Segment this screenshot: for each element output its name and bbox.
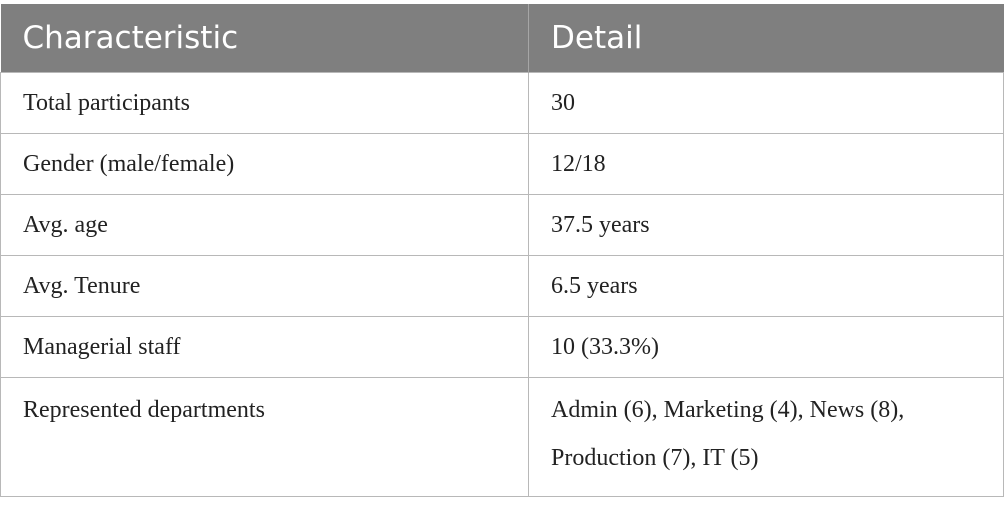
header-detail: Detail [528, 4, 1004, 73]
cell-detail: Admin (6), Marketing (4), News (8), Prod… [528, 377, 1004, 497]
cell-characteristic: Total participants [0, 72, 529, 134]
table-row: Gender (male/female) 12/18 [0, 133, 1004, 195]
cell-characteristic: Avg. Tenure [0, 255, 529, 317]
cell-characteristic: Represented departments [0, 377, 529, 497]
cell-characteristic: Avg. age [0, 194, 529, 256]
header-row: Characteristic Detail [0, 4, 1004, 73]
table-row: Managerial staff 10 (33.3%) [0, 316, 1004, 378]
cell-characteristic: Gender (male/female) [0, 133, 529, 195]
table-header: Characteristic Detail [0, 4, 1004, 73]
table-body: Total participants 30 Gender (male/femal… [0, 72, 1004, 497]
demographics-table-container: Characteristic Detail Total participants… [0, 4, 1004, 497]
header-characteristic: Characteristic [0, 4, 529, 73]
table-row: Avg. Tenure 6.5 years [0, 255, 1004, 317]
cell-characteristic: Managerial staff [0, 316, 529, 378]
cell-detail: 10 (33.3%) [528, 316, 1004, 378]
cell-detail: 12/18 [528, 133, 1004, 195]
cell-detail: 6.5 years [528, 255, 1004, 317]
demographics-table: Characteristic Detail Total participants… [0, 4, 1004, 497]
table-row: Represented departments Admin (6), Marke… [0, 377, 1004, 497]
table-row: Total participants 30 [0, 72, 1004, 134]
table-row: Avg. age 37.5 years [0, 194, 1004, 256]
cell-detail: 30 [528, 72, 1004, 134]
cell-detail: 37.5 years [528, 194, 1004, 256]
